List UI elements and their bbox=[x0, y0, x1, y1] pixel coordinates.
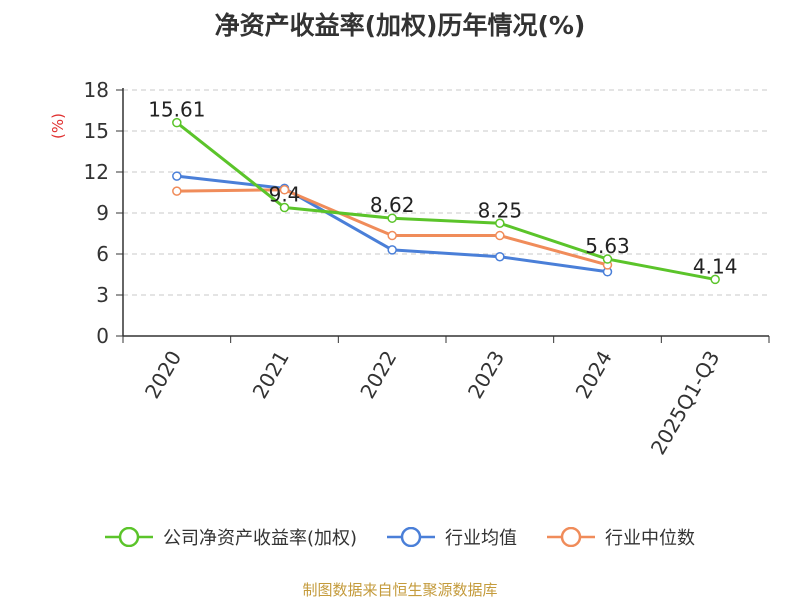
data-label: 8.62 bbox=[370, 193, 415, 217]
data-label: 9.4 bbox=[269, 183, 301, 207]
data-point bbox=[387, 213, 397, 223]
y-tick-label: 0 bbox=[96, 324, 109, 348]
legend-item-industry-median[interactable]: 行业中位数 bbox=[547, 524, 695, 550]
data-label: 15.61 bbox=[148, 98, 205, 122]
legend-item-company[interactable]: 公司净资产收益率(加权) bbox=[104, 524, 358, 550]
legend-line-circle-icon bbox=[387, 527, 436, 547]
y-axis-label: (%) bbox=[49, 113, 67, 139]
source-note: 制图数据来自恒生聚源数据库 bbox=[302, 581, 498, 599]
series-layer bbox=[172, 117, 720, 285]
legend: 公司净资产收益率(加权) 行业均值 行业中位数 bbox=[0, 520, 800, 554]
gridlines bbox=[123, 89, 769, 296]
legend-item-industry-mean[interactable]: 行业均值 bbox=[387, 524, 517, 550]
y-tick-label: 18 bbox=[84, 78, 109, 102]
x-tick-label: 2022 bbox=[355, 347, 401, 403]
data-label: 8.25 bbox=[478, 198, 523, 222]
data-point bbox=[172, 186, 182, 196]
data-point bbox=[279, 185, 290, 195]
x-tick-label: 2023 bbox=[463, 347, 509, 403]
legend-line-circle-icon bbox=[547, 527, 596, 547]
data-label: 5.63 bbox=[585, 234, 630, 258]
axes: 0 3 6 9 12 15 18 2020 2021 2022 2023 2024 2025Q1-Q3 bbox=[84, 78, 770, 459]
data-point bbox=[710, 274, 720, 285]
legend-label-industry-median: 行业中位数 bbox=[605, 528, 696, 549]
series-line bbox=[175, 121, 716, 281]
legend-label-industry-mean: 行业均值 bbox=[445, 528, 518, 549]
y-tick-label: 12 bbox=[84, 160, 109, 184]
y-tick-label: 6 bbox=[96, 242, 109, 266]
data-point bbox=[495, 218, 505, 228]
chart-title: 净资产收益率(加权)历年情况(%) bbox=[214, 11, 586, 40]
y-tick-label: 15 bbox=[84, 119, 109, 143]
legend-line-circle-icon bbox=[104, 527, 153, 547]
y-tick-label: 9 bbox=[96, 201, 109, 225]
data-point bbox=[495, 230, 505, 241]
y-tick-label: 3 bbox=[96, 283, 109, 307]
data-point bbox=[495, 251, 505, 262]
data-label: 4.14 bbox=[693, 254, 738, 278]
data-point bbox=[602, 254, 613, 264]
x-tick-label: 2025Q1-Q3 bbox=[646, 347, 725, 459]
x-tick-label: 2024 bbox=[571, 347, 617, 403]
data-point bbox=[172, 117, 182, 128]
data-point bbox=[172, 171, 182, 181]
data-point bbox=[387, 245, 397, 255]
data-labels: 15.61 9.4 8.62 8.25 5.63 4.14 bbox=[148, 98, 737, 279]
data-point bbox=[387, 230, 397, 241]
x-tick-label: 2020 bbox=[140, 347, 186, 403]
data-point bbox=[279, 202, 290, 213]
legend-label-company: 公司净资产收益率(加权) bbox=[162, 528, 358, 549]
x-tick-label: 2021 bbox=[248, 347, 294, 403]
